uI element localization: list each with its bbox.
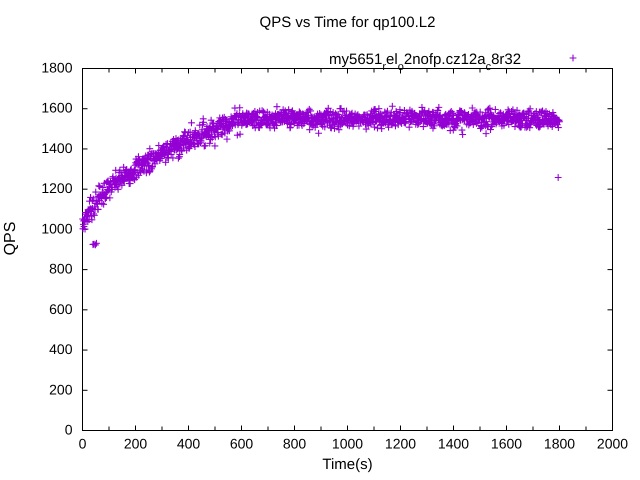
svg-text:400: 400 <box>177 436 201 452</box>
svg-text:QPS: QPS <box>2 222 19 256</box>
svg-text:1600: 1600 <box>41 100 72 116</box>
svg-text:1200: 1200 <box>41 180 72 196</box>
svg-text:400: 400 <box>49 341 73 357</box>
svg-text:QPS vs Time for qp100.L2: QPS vs Time for qp100.L2 <box>260 14 436 31</box>
svg-text:800: 800 <box>49 261 73 277</box>
svg-text:1400: 1400 <box>41 140 72 156</box>
svg-text:1000: 1000 <box>41 220 72 236</box>
svg-text:2000: 2000 <box>597 436 628 452</box>
svg-text:800: 800 <box>283 436 307 452</box>
svg-text:0: 0 <box>79 436 87 452</box>
svg-text:600: 600 <box>49 301 73 317</box>
svg-text:200: 200 <box>49 381 73 397</box>
svg-text:1400: 1400 <box>438 436 469 452</box>
svg-text:Time(s): Time(s) <box>322 456 372 473</box>
svg-text:1800: 1800 <box>41 60 72 76</box>
svg-text:200: 200 <box>124 436 148 452</box>
svg-text:600: 600 <box>230 436 254 452</box>
svg-text:0: 0 <box>65 422 73 438</box>
svg-text:1000: 1000 <box>332 436 363 452</box>
svg-text:1200: 1200 <box>385 436 416 452</box>
svg-text:1800: 1800 <box>544 436 575 452</box>
svg-text:1600: 1600 <box>491 436 522 452</box>
